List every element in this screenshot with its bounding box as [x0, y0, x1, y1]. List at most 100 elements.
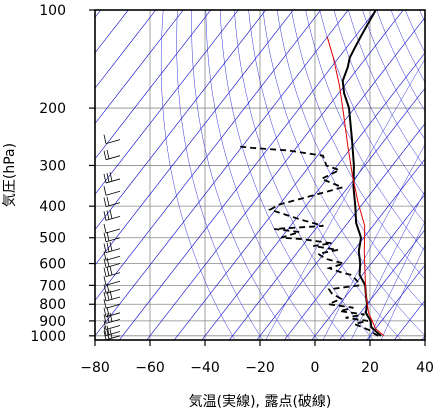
wind-barb-flag — [109, 241, 113, 252]
wind-barb-flag — [103, 211, 107, 221]
parcel-line — [326, 36, 385, 337]
wind-barb-flag — [103, 186, 107, 196]
wind-barb-staff — [105, 202, 121, 207]
wind-barb — [103, 306, 121, 318]
dry-adiabat — [390, 10, 425, 83]
wind-barb — [103, 299, 121, 309]
skewed-isotherm — [95, 10, 294, 266]
wind-barb-flag — [106, 325, 110, 335]
wind-barb-flag — [109, 329, 113, 339]
wind-barb-flag — [103, 291, 107, 302]
skewed-isotherm — [95, 10, 267, 231]
wind-barb-flag — [109, 265, 113, 276]
wind-barb-flag — [103, 284, 107, 294]
wind-barb-staff — [105, 318, 121, 324]
y-tick-label: 1000 — [30, 329, 66, 345]
wind-barb-staff — [105, 288, 121, 294]
x-tick-label: 0 — [311, 360, 320, 376]
wind-barb — [103, 149, 121, 161]
y-tick-label: 200 — [39, 101, 66, 117]
wind-barb — [103, 325, 121, 336]
wind-barb — [103, 231, 121, 243]
y-tick-label: 300 — [39, 158, 66, 174]
wind-barb-flag — [106, 210, 110, 220]
skewed-isotherm — [119, 10, 377, 340]
wind-barb-staff — [105, 272, 121, 278]
y-axis-title: 気圧(hPa) — [2, 143, 18, 207]
wind-barb — [103, 276, 121, 286]
series-lines — [236, 10, 385, 337]
wind-barb — [103, 241, 121, 254]
wind-barb-flag — [103, 243, 107, 253]
wind-barb — [103, 257, 121, 268]
wind-barb-flag — [103, 320, 107, 330]
wind-barb-flag — [103, 197, 107, 207]
wind-barb — [103, 265, 121, 278]
wind-barb — [103, 283, 121, 294]
skewed-isotherm — [95, 10, 157, 89]
wind-barb-flag — [106, 313, 110, 323]
x-tick-label: −80 — [80, 360, 110, 376]
wind-barb-flag — [106, 173, 110, 183]
y-tick-label: 700 — [39, 278, 66, 294]
wind-barb-flag — [106, 149, 110, 159]
wind-barb-staff — [105, 335, 121, 341]
wind-barb-flag — [109, 172, 113, 182]
dry-adiabat — [291, 10, 425, 280]
wind-barb — [103, 196, 121, 207]
y-tick-label: 800 — [39, 297, 66, 313]
x-tick-label: −20 — [245, 360, 275, 376]
x-tick-label: 20 — [361, 360, 379, 376]
wind-barb — [103, 209, 121, 221]
wind-barb-staff — [105, 139, 121, 145]
wind-barb — [103, 320, 121, 330]
wind-barb-flag — [106, 291, 110, 301]
mixing-ratio-line — [350, 190, 425, 340]
dry-adiabat — [348, 10, 425, 169]
grid-lines — [95, 10, 425, 340]
wind-barb-flag — [109, 209, 113, 219]
wind-barb — [103, 290, 121, 302]
x-axis-title: 気温(実線), 露点(破線) — [189, 394, 332, 410]
dry-adiabat — [219, 10, 347, 340]
wind-barb — [103, 329, 121, 341]
wind-barb-staff — [105, 325, 121, 330]
y-tick-label: 900 — [39, 314, 66, 330]
dry-adiabat — [205, 10, 319, 340]
wind-barb-flag — [103, 330, 107, 340]
wind-barb — [103, 312, 121, 324]
dry-adiabat — [262, 10, 425, 337]
y-tick-label: 600 — [39, 257, 66, 273]
dry-adiabat — [176, 10, 263, 340]
skewed-isotherm — [394, 299, 425, 340]
wind-barb — [103, 223, 121, 234]
wind-barb-flag — [106, 283, 110, 293]
wind-barb-flag — [109, 312, 113, 322]
dry-adiabat — [362, 10, 425, 140]
wind-barb-flag — [103, 150, 107, 160]
skewed-isotherm — [421, 335, 425, 340]
skewed-isotherm — [146, 10, 404, 340]
wind-barb-staff — [105, 237, 121, 243]
mixing-ratio-line — [265, 58, 425, 340]
dry-adiabat — [160, 10, 236, 340]
wind-barb-flag — [103, 299, 107, 309]
wind-barb — [103, 186, 121, 196]
wind-barb-flag — [103, 276, 107, 286]
wind-barb-flag — [103, 232, 107, 242]
wind-barb-flag — [103, 326, 107, 336]
dry-adiabat — [333, 10, 425, 196]
wind-barb-flag — [106, 266, 110, 276]
wind-barb — [103, 172, 121, 184]
wind-barb-flag — [103, 267, 107, 277]
x-tick-label: −40 — [190, 360, 220, 376]
dry-adiabat — [248, 10, 402, 340]
skewed-isotherm — [256, 123, 425, 340]
wind-barb — [103, 251, 121, 261]
wind-barb-staff — [105, 303, 121, 309]
skewed-isotherm — [95, 10, 239, 195]
dry-adiabat — [319, 10, 425, 224]
wind-barb-flag — [106, 231, 110, 242]
wind-barbs — [103, 134, 121, 341]
